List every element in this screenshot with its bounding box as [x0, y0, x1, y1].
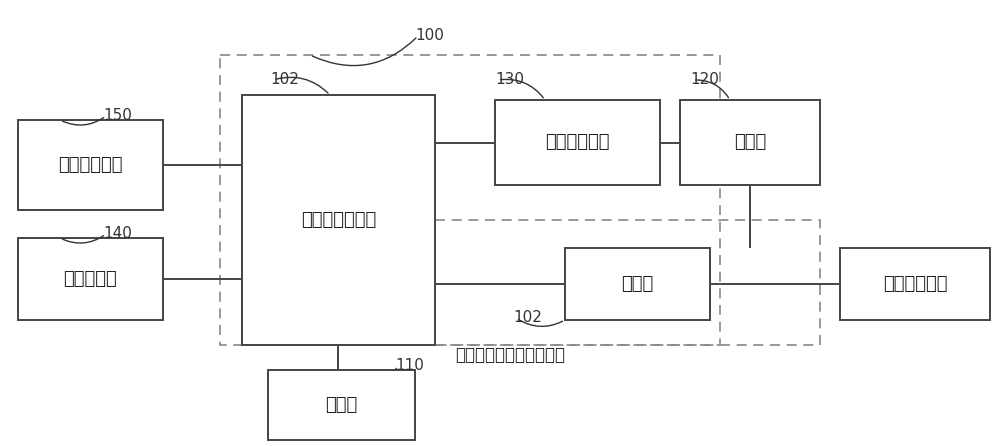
Text: 太阳能电池板: 太阳能电池板: [58, 156, 123, 174]
Text: 110: 110: [395, 358, 424, 373]
Text: 风光互补控制器: 风光互补控制器: [301, 211, 376, 229]
Text: 102: 102: [513, 310, 542, 325]
Text: 120: 120: [690, 72, 719, 87]
Text: 逆变器: 逆变器: [621, 275, 654, 293]
Text: 主控器: 主控器: [734, 133, 766, 152]
Text: 100: 100: [415, 28, 444, 43]
Text: 风力发电机: 风力发电机: [64, 270, 117, 288]
Bar: [565, 248, 710, 320]
Text: 140: 140: [103, 226, 132, 241]
Bar: [268, 370, 415, 440]
Bar: [435, 220, 820, 345]
Text: 130: 130: [495, 72, 524, 87]
Text: 150: 150: [103, 108, 132, 123]
Bar: [220, 55, 720, 345]
Text: 蓄电池: 蓄电池: [325, 396, 358, 414]
Text: 风光互补控制逆变一体机: 风光互补控制逆变一体机: [455, 346, 565, 364]
Bar: [18, 120, 163, 210]
Bar: [680, 100, 820, 185]
Text: 无线通讯模块: 无线通讯模块: [545, 133, 610, 152]
Bar: [18, 238, 163, 320]
Bar: [840, 248, 990, 320]
Bar: [495, 100, 660, 185]
Bar: [242, 95, 435, 345]
Text: 集装箱房负载: 集装箱房负载: [883, 275, 947, 293]
Text: 102: 102: [270, 72, 299, 87]
